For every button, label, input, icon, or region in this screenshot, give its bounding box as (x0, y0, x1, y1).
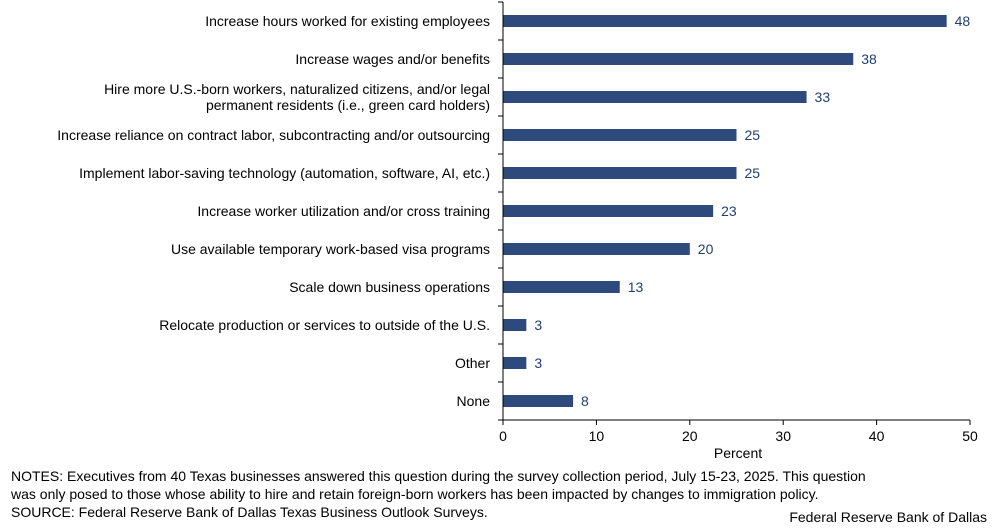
value-label: 25 (745, 127, 761, 143)
bar (503, 243, 690, 255)
value-label: 3 (534, 317, 542, 333)
x-tick-label: 40 (869, 428, 885, 444)
value-label: 38 (861, 51, 877, 67)
bar (503, 281, 620, 293)
x-tick-label: 0 (499, 428, 507, 444)
category-label: None (457, 393, 491, 409)
x-tick-label: 10 (589, 428, 605, 444)
bars (503, 15, 947, 407)
notes-line-2: was only posed to those whose ability to… (11, 486, 819, 502)
bar (503, 357, 527, 369)
bar (503, 205, 714, 217)
category-label: permanent residents (i.e., green card ho… (206, 97, 490, 113)
category-label: Increase reliance on contract labor, sub… (57, 127, 490, 143)
category-labels: Increase hours worked for existing emplo… (57, 13, 490, 409)
value-label: 3 (534, 355, 542, 371)
source-line: SOURCE: Federal Reserve Bank of Dallas T… (11, 504, 488, 520)
notes: NOTES: Executives from 40 Texas business… (11, 467, 991, 521)
x-axis-title: Percent (714, 445, 762, 461)
category-label: Implement labor-saving technology (autom… (79, 165, 490, 181)
bar (503, 53, 854, 65)
category-label: Increase hours worked for existing emplo… (205, 13, 490, 29)
bar (503, 395, 574, 407)
value-label: 23 (721, 203, 737, 219)
x-axis: 0 10 20 30 40 50 (498, 1, 978, 444)
bar (503, 91, 807, 103)
notes-line-1: NOTES: Executives from 40 Texas business… (11, 468, 866, 484)
bar (503, 15, 947, 27)
category-label: Increase worker utilization and/or cross… (197, 203, 490, 219)
value-label: 48 (955, 13, 971, 29)
bar-chart: Increase hours worked for existing emplo… (57, 1, 978, 461)
bar (503, 167, 737, 179)
category-label: Relocate production or services to outsi… (159, 317, 490, 333)
value-label: 20 (698, 241, 714, 257)
category-label: Hire more U.S.-born workers, naturalized… (104, 81, 490, 97)
bar (503, 129, 737, 141)
value-label: 25 (745, 165, 761, 181)
x-tick-label: 50 (962, 428, 978, 444)
credit-text: Federal Reserve Bank of Dallas (789, 509, 987, 525)
category-label: Increase wages and/or benefits (295, 51, 490, 67)
value-label: 13 (628, 279, 644, 295)
x-tick-label: 20 (682, 428, 698, 444)
category-label: Scale down business operations (289, 279, 490, 295)
category-label: Use available temporary work-based visa … (171, 241, 490, 257)
x-tick-label: 30 (775, 428, 791, 444)
category-label: Other (455, 355, 490, 371)
bar (503, 319, 527, 331)
value-label: 33 (815, 89, 831, 105)
value-label: 8 (581, 393, 589, 409)
